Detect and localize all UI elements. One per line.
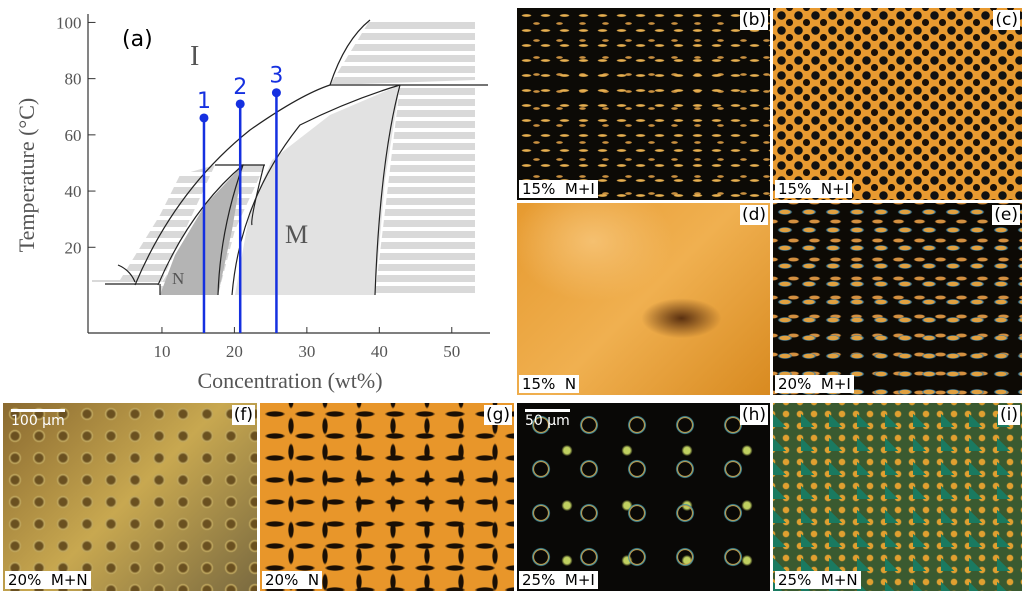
micrograph: (g) 20% N [260,403,514,591]
micrograph: (d) 15% N [517,203,770,395]
x-tick-label: 40 [371,342,388,361]
x-tick-label: 50 [443,342,460,361]
sample-point [236,99,245,108]
phase-diagram: (a) I N M Concentration (wt%) Temperatur… [0,0,512,398]
x-tick-label: 30 [298,342,315,361]
micrograph: (i) 25% M+N [773,403,1022,591]
panel-caption: 20% N [262,571,322,589]
y-tick-label: 100 [56,13,82,32]
y-tick-label: 20 [65,238,82,257]
scale-bar: 50 μm [525,409,570,429]
x-axis-label: Concentration (wt%) [197,368,382,393]
panel-letter: (b) [740,10,768,30]
y-tick-label: 60 [65,126,82,145]
panel-label: (a) [122,27,153,52]
region-label: I [190,41,199,72]
y-axis-label: Temperature (°C) [14,98,39,252]
sample-label: 2 [233,75,247,100]
panel-caption: 25% M+I [519,571,598,589]
sample-label: 3 [269,64,283,89]
panel-letter: (i) [998,405,1020,425]
y-tick-label: 80 [65,70,82,89]
region-label: N [172,269,184,288]
sample-label: 1 [197,89,211,114]
panel-letter: (g) [484,405,512,425]
sample-point [272,88,281,97]
micrograph: (e) 20% M+I [773,203,1022,395]
scale-bar: 100 μm [11,409,65,429]
panel-caption: 15% N [519,375,579,393]
panel-letter: (d) [740,205,768,225]
micrograph: (c) 15% N+I [773,8,1022,200]
x-tick-label: 20 [226,342,243,361]
micrograph: (h) 25% M+I 50 μm [517,403,770,591]
sample-point [199,113,208,122]
panel-letter: (h) [740,405,768,425]
panel-caption: 20% M+I [775,375,854,393]
panel-caption: 20% M+N [5,571,91,589]
x-tick-label: 10 [153,342,170,361]
panel-letter: (c) [993,10,1020,30]
panel-caption: 15% M+I [519,180,598,198]
region-label: M [285,220,308,249]
panel-letter: (e) [992,205,1020,225]
page: (a) I N M Concentration (wt%) Temperatur… [0,0,1022,591]
micrograph: (f) 20% M+N 100 μm [3,403,257,591]
panel-caption: 25% M+N [775,571,861,589]
panel-letter: (f) [232,405,255,425]
panel-caption: 15% N+I [775,180,852,198]
micrograph: (b) 15% M+I [517,8,770,200]
y-tick-label: 40 [65,182,82,201]
